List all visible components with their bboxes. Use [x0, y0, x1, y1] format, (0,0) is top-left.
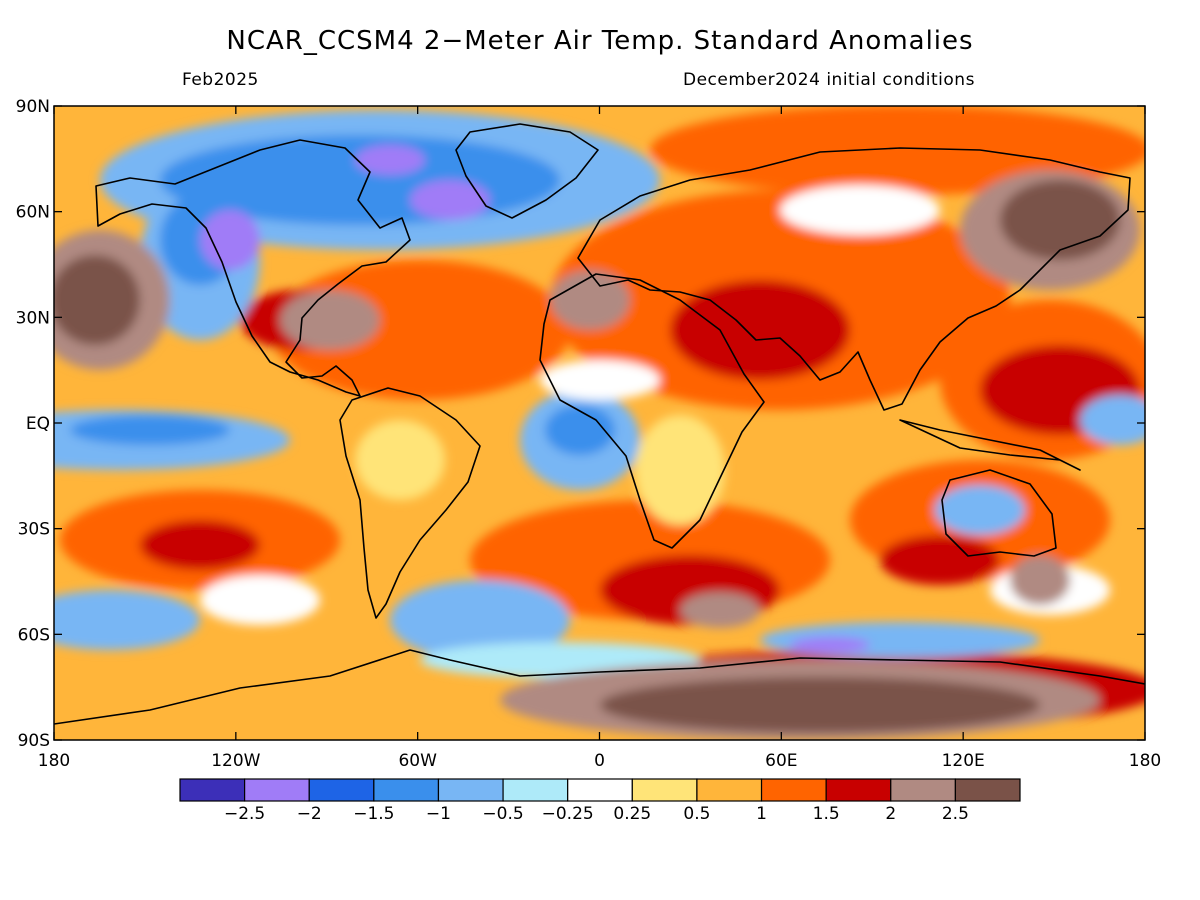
- colorbar-label: −0.5: [482, 804, 523, 824]
- field-patch: [540, 360, 660, 400]
- colorbar-swatch: [179, 778, 246, 802]
- colorbar: [179, 778, 1021, 802]
- coastline-africa: [539, 273, 765, 549]
- colorbar-label: 2: [885, 804, 896, 824]
- coastline-antarctica: [54, 649, 1145, 725]
- field-patch: [1010, 555, 1070, 605]
- field-patch: [550, 270, 630, 330]
- field-patch: [880, 535, 1000, 585]
- lon-label: 60W: [398, 751, 437, 771]
- field-patch: [650, 106, 1145, 195]
- colorbar-swatch: [244, 778, 310, 802]
- colorbar-swatch: [631, 778, 698, 802]
- field-patch: [280, 290, 380, 350]
- longitude-axis: 180 120W 60W 0 60E 120E 180: [38, 106, 1161, 771]
- lat-label: 30S: [18, 520, 50, 540]
- init-conditions-label: December2024 initial conditions: [683, 70, 975, 90]
- colorbar-label: 1.5: [813, 804, 840, 824]
- colorbar-label: 1: [756, 804, 767, 824]
- lon-label: 60E: [765, 751, 797, 771]
- coastline-greenland: [455, 123, 599, 219]
- chart-title: NCAR_CCSM4 2−Meter Air Temp. Standard An…: [226, 26, 974, 56]
- colorbar-swatch: [437, 778, 504, 802]
- field-patch: [390, 580, 570, 660]
- colorbar-swatch: [890, 778, 956, 802]
- colorbar-swatch: [825, 778, 892, 802]
- field-patch: [140, 520, 260, 570]
- anomaly-field: [54, 106, 1145, 740]
- colorbar-swatch: [308, 778, 375, 802]
- colorbar-label: 2.5: [942, 804, 969, 824]
- field-patch: [200, 575, 320, 625]
- lat-label: 90N: [16, 97, 50, 117]
- lon-label: 180: [38, 751, 70, 771]
- colorbar-label: −1: [426, 804, 451, 824]
- field-patch: [935, 485, 1025, 535]
- colorbar-label: 0.5: [683, 804, 710, 824]
- colorbar-label: −0.25: [542, 804, 594, 824]
- field-patch: [355, 420, 445, 500]
- field-patch: [790, 637, 870, 653]
- colorbar-label: 0.25: [613, 804, 651, 824]
- colorbar-swatch: [567, 778, 633, 802]
- colorbar-label: −1.5: [353, 804, 394, 824]
- field-patch: [670, 280, 850, 380]
- field-patch: [600, 677, 1040, 733]
- field-patch: [1000, 180, 1120, 260]
- field-patch: [680, 592, 760, 628]
- coastline-south-america: [339, 387, 481, 619]
- colorbar-swatch: [954, 778, 1021, 802]
- lat-label: 60S: [18, 625, 50, 645]
- field-patch: [635, 415, 725, 525]
- field-patch: [70, 415, 230, 445]
- field-patch: [410, 180, 490, 220]
- colorbar-label: −2: [297, 804, 322, 824]
- lon-label: 120W: [211, 751, 260, 771]
- lon-label: 0: [594, 751, 605, 771]
- field-patch: [1080, 395, 1145, 445]
- field-patch: [355, 145, 425, 175]
- coastline-eurasia: [577, 147, 1131, 411]
- valid-month-label: Feb2025: [182, 70, 259, 90]
- coastline-southeast-asia: [899, 419, 1081, 471]
- colorbar-swatch: [760, 778, 827, 802]
- lat-label: EQ: [26, 414, 50, 434]
- field-patch: [780, 185, 940, 235]
- field-patch: [545, 405, 615, 455]
- field-patch: [54, 255, 140, 345]
- latitude-axis: 90N 60N 30N EQ 30S 60S 90S: [16, 97, 1145, 751]
- coastline-north-america: [95, 139, 411, 397]
- field-patch: [54, 590, 200, 650]
- coastlines: [54, 123, 1145, 725]
- colorbar-swatch: [373, 778, 440, 802]
- lat-label: 30N: [16, 308, 50, 328]
- colorbar-swatch: [696, 778, 763, 802]
- colorbar-label: −2.5: [224, 804, 265, 824]
- field-patch: [200, 210, 260, 270]
- colorbar-swatch: [502, 778, 569, 802]
- lat-label: 90S: [18, 731, 50, 751]
- lon-label: 120E: [942, 751, 985, 771]
- colorbar-labels: −2.5 −2 −1.5 −1 −0.5 −0.25 0.25 0.5 1 1.5 2 2.5: [224, 804, 969, 824]
- coastline-australia: [941, 469, 1057, 557]
- lon-label: 180: [1129, 751, 1161, 771]
- lat-label: 60N: [16, 203, 50, 223]
